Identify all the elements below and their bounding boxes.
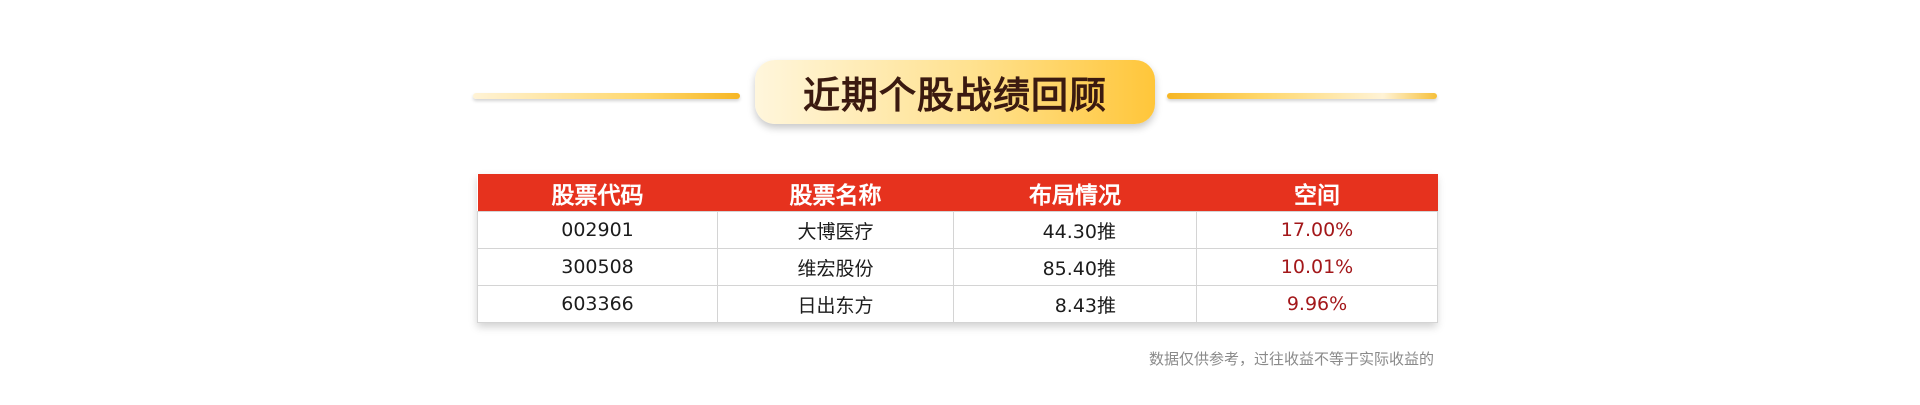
header-space: 空间 (1196, 174, 1438, 212)
stock-name: 维宏股份 (717, 248, 954, 286)
stock-name: 大博医疗 (717, 211, 954, 249)
space-percent: 10.01% (1196, 248, 1438, 286)
stock-name: 日出东方 (717, 285, 954, 323)
header-stock-code: 股票代码 (477, 174, 718, 212)
layout-info: 44.30推 (953, 211, 1197, 249)
stock-code: 300508 (477, 248, 718, 286)
space-percent: 17.00% (1196, 211, 1438, 249)
table-row: 002901 大博医疗 44.30推 17.00% (477, 211, 1438, 249)
table-row: 300508 维宏股份 85.40推 10.01% (477, 248, 1438, 286)
layout-info: 8.43推 (953, 285, 1197, 323)
stock-performance-table: 股票代码 股票名称 布局情况 空间 002901 大博医疗 44.30推 17.… (477, 174, 1438, 323)
header-stock-name: 股票名称 (717, 174, 954, 212)
decorative-line-right (1167, 93, 1437, 99)
disclaimer-note: 数据仅供参考，过往收益不等于实际收益的 (1148, 350, 1434, 368)
section-title: 近期个股战绩回顾 (755, 60, 1155, 124)
stock-code: 002901 (477, 211, 718, 249)
table-row: 603366 日出东方 8.43推 9.96% (477, 285, 1438, 323)
header-layout: 布局情况 (953, 174, 1197, 212)
layout-info: 85.40推 (953, 248, 1197, 286)
decorative-line-left (473, 93, 740, 99)
table-header-row: 股票代码 股票名称 布局情况 空间 (477, 174, 1438, 212)
stock-code: 603366 (477, 285, 718, 323)
space-percent: 9.96% (1196, 285, 1438, 323)
